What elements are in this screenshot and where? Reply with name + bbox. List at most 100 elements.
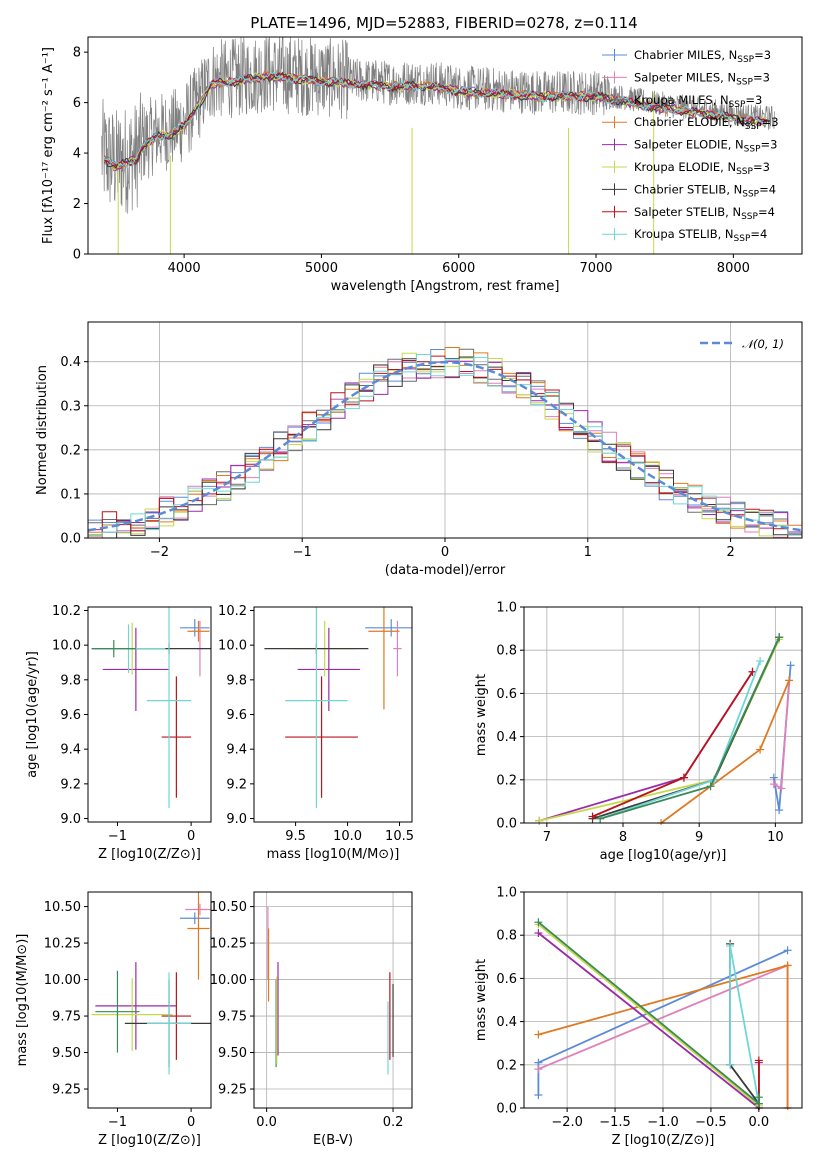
x-axis-label: mass [log10(M/M⊙)]	[267, 847, 400, 862]
x-tick-label: −0.5	[695, 1115, 727, 1130]
model-spectrum	[104, 72, 767, 171]
y-tick-label: 1.0	[496, 886, 517, 901]
legend-entry-name: Salpeter STELIB, N	[634, 205, 741, 219]
legend-entry-name: Chabrier STELIB, N	[634, 182, 742, 196]
weight-lines	[535, 633, 795, 825]
x-tick-label: −2.0	[551, 1115, 583, 1130]
legend-entry: Salpeter MILES, NSSP=3	[634, 70, 770, 87]
axes-frame	[523, 606, 803, 824]
residual-histogram: −2 −1 0 1 2 0.0 0.1 0.2 0.3 0.4 (data-model)/error…	[35, 321, 803, 578]
legend-entry-tail: =3	[745, 93, 762, 107]
x-axis-label: age [log10(age/yr)]	[600, 848, 727, 863]
x-tick-label: 2	[726, 545, 734, 560]
x-tick-label: 0	[441, 545, 449, 560]
x-tick-label: 7000	[579, 261, 612, 276]
errorbar-plot: 9.5 10.0 10.5 9.0 9.2 9.4 9.6 9.8 10.0 10.2 mass […	[218, 604, 414, 862]
y-tick-label: 0.8	[496, 929, 517, 944]
legend-entry: Kroupa ELODIE, NSSP=3	[634, 160, 770, 177]
x-axis-label: Z [log10(Z/Z⊙)]	[612, 1133, 715, 1148]
y-tick-label: 0.0	[60, 532, 81, 547]
y-tick-label: 4	[73, 147, 81, 162]
y-tick-label: 9.6	[60, 708, 81, 723]
weight-series	[537, 932, 760, 1110]
weight-series	[538, 671, 754, 822]
y-tick-label: 0.2	[496, 1058, 517, 1073]
errorbars	[91, 607, 211, 809]
legend-entry: Chabrier MILES, NSSP=3	[634, 48, 771, 65]
x-tick-label: 10.5	[385, 829, 414, 844]
x-axis-label: (data-model)/error	[385, 563, 506, 578]
errorbars	[264, 607, 412, 809]
x-tick-label: 8000	[717, 261, 750, 276]
y-tick-label: 9.50	[218, 1046, 247, 1061]
axes-frame	[253, 606, 413, 823]
legend-entry-tail: =4	[758, 205, 775, 219]
y-tick-label: 2	[73, 197, 81, 212]
weight-series	[537, 923, 760, 1107]
histogram-step	[88, 354, 802, 536]
y-tick-label: 9.2	[226, 777, 247, 792]
y-axis-label: mass weight	[474, 674, 489, 756]
legend-entry-sub: SSP	[741, 212, 758, 222]
y-tick-label: 0	[73, 248, 81, 263]
axes-frame	[87, 891, 212, 1109]
y-axis-label: mass weight	[474, 959, 489, 1041]
legend-entry: Salpeter STELIB, NSSP=4	[634, 205, 775, 222]
y-tick-label: 0.1	[60, 487, 81, 502]
legend-entry: Chabrier STELIB, NSSP=4	[634, 182, 776, 199]
legend-entry-name: Salpeter ELODIE, N	[634, 138, 744, 152]
model-spectrum	[104, 70, 768, 169]
y-axis-label: mass [log10(M/M⊙)]	[15, 934, 30, 1067]
weight-lines	[534, 918, 792, 1110]
x-axis-label: Z [log10(Z/Z⊙)]	[98, 1133, 201, 1148]
y-tick-label: 0.4	[496, 1015, 517, 1030]
y-tick-label: 10.50	[44, 900, 81, 915]
y-tick-label: 10.0	[52, 639, 81, 654]
legend-entry: Chabrier ELODIE, NSSP=3	[634, 115, 779, 132]
weight-series	[592, 636, 781, 820]
x-tick-label: −1	[293, 545, 312, 560]
y-tick-label: 10.25	[44, 937, 81, 952]
axes-frame	[87, 606, 212, 823]
model-spectrum	[104, 72, 767, 172]
y-axis-label: Normed distribution	[35, 365, 50, 495]
legend-entry-sub: SSP	[736, 167, 753, 177]
legend-entry-tail: =3	[754, 48, 771, 62]
x-tick-label: 9	[695, 830, 703, 845]
legend-entry-sub: SSP	[737, 55, 754, 65]
y-tick-label: 10.0	[218, 639, 247, 654]
legend-entry-tail: =4	[759, 182, 776, 196]
y-tick-label: 9.75	[52, 1010, 81, 1025]
legend-entry-name: Kroupa MILES, N	[634, 93, 729, 107]
x-tick-label: 0.0	[256, 1115, 277, 1130]
x-tick-label: 5000	[305, 261, 338, 276]
y-tick-label: 9.25	[218, 1083, 247, 1098]
legend-entry-sub: SSP	[734, 234, 751, 244]
y-tick-label: 9.2	[60, 777, 81, 792]
legend-entry-tail: =3	[753, 70, 770, 84]
legend-entry-sub: SSP	[745, 122, 762, 132]
x-tick-label: 1	[584, 545, 592, 560]
axes-frame	[87, 36, 803, 255]
x-tick-label: 0.0	[749, 1115, 770, 1130]
mass-weight-plot: −2.0 −1.5 −1.0 −0.5 0.0 0.0 0.2 0.4 0.6 0.8 1.0 Z […	[474, 886, 803, 1148]
x-tick-label: 4000	[168, 261, 201, 276]
y-tick-label: 9.4	[226, 743, 247, 758]
y-tick-label: 10.00	[210, 973, 247, 988]
x-tick-label: −1.5	[599, 1115, 631, 1130]
axes-frame	[253, 891, 413, 1109]
x-axis-label: E(B-V)	[313, 1133, 353, 1148]
legend-entry: Kroupa MILES, NSSP=3	[634, 93, 762, 110]
legend-entry-tail: =4	[750, 227, 767, 241]
legend-entry-sub: SSP	[744, 145, 761, 155]
y-tick-label: 0.4	[496, 730, 517, 745]
y-axis-label: Flux [fλ10⁻¹⁷ erg cm⁻² s⁻¹ A⁻¹]	[41, 47, 56, 244]
legend-entry-tail: =3	[761, 138, 778, 152]
x-tick-label: 6000	[442, 261, 475, 276]
y-tick-label: 0.2	[60, 443, 81, 458]
observed-spectrum	[101, 37, 775, 214]
legend-entry: Salpeter ELODIE, NSSP=3	[634, 138, 777, 155]
x-tick-label: −1.0	[647, 1115, 679, 1130]
y-tick-label: 0.6	[496, 972, 517, 987]
